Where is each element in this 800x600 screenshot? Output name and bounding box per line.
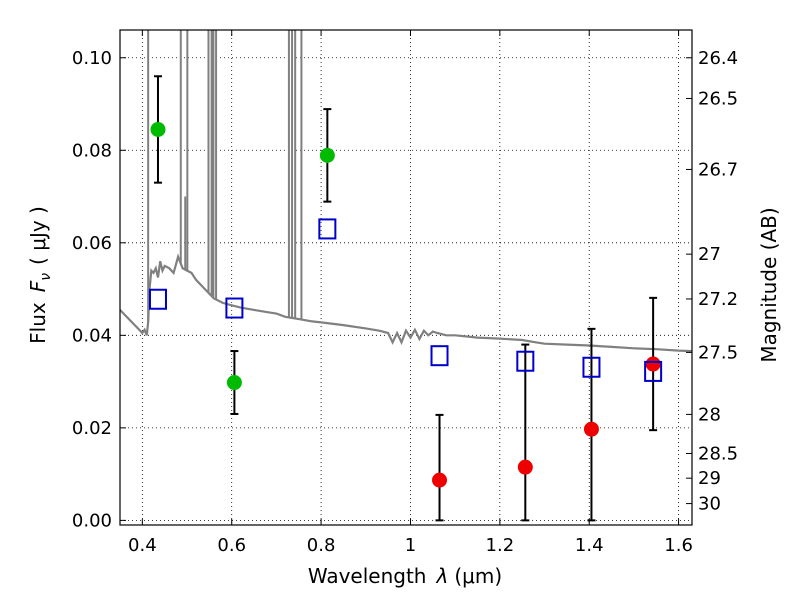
x-tick-label: 1.6 [664, 535, 693, 556]
y2-tick-label: 29 [698, 468, 721, 489]
y2-tick-label: 26.7 [698, 159, 738, 180]
plot-frame [119, 29, 693, 526]
y2-tick-label: 26.4 [698, 48, 738, 69]
red-data-point [517, 459, 533, 475]
y-tick-label: 0.10 [72, 48, 112, 69]
y-tick-label: 0.00 [72, 510, 112, 531]
x-axis-label-symbol: λ [436, 564, 449, 588]
x-tick-label: 0.8 [307, 535, 336, 556]
red-data-point [583, 421, 599, 437]
x-tick-label: 1.4 [575, 535, 604, 556]
x-axis-label-text: Wavelength [308, 564, 427, 588]
y2-tick-label: 28 [698, 404, 721, 425]
model-spectrum [119, 30, 693, 353]
green-data-point [319, 147, 335, 163]
model-continuum [119, 253, 693, 353]
y2-axis-label: Magnitude (AB) [757, 207, 781, 362]
model-synthetic-point [148, 288, 167, 310]
y-axis-label-subscript: ν [38, 273, 54, 281]
red-data-point [645, 356, 661, 372]
y2-tick-label: 28.5 [698, 444, 738, 465]
y-tick-label: 0.08 [72, 140, 112, 161]
x-tick-label: 0.6 [217, 535, 246, 556]
green-data-point [150, 121, 166, 137]
model-synthetic-point [318, 218, 337, 240]
y2-tick-label: 27 [698, 244, 721, 265]
y2-tick-label: 30 [698, 494, 721, 515]
axis-ticks: 0.4 0.6 0.8 1 1.2 1.4 1.6 0.00 0.02 0.04 0.06 0.08 0… [72, 30, 738, 556]
y-tick-label: 0.04 [72, 325, 112, 346]
green-data-point [226, 375, 242, 391]
model-synthetic-point [582, 356, 601, 378]
data-points [148, 75, 663, 522]
y-tick-label: 0.06 [72, 233, 112, 254]
x-tick-label: 1 [405, 535, 416, 556]
model-synthetic-point [225, 297, 244, 319]
model-synthetic-point [430, 345, 449, 367]
y2-tick-label: 27.5 [698, 342, 738, 363]
y-axis-label-text: Flux [26, 302, 50, 344]
red-data-point [432, 472, 448, 488]
x-axis-label: Wavelength λ (μm) [308, 564, 502, 588]
y-axis-label-symbol: F [26, 280, 50, 292]
y-tick-label: 0.02 [72, 418, 112, 439]
y-axis-label-unit: ( μJy ) [26, 206, 50, 265]
model-synthetic-point [516, 350, 535, 372]
x-axis-label-unit: (μm) [454, 564, 502, 588]
model-synthetic-point [644, 360, 663, 382]
y-axis-label: Flux Fν ( μJy ) [26, 206, 54, 344]
y2-tick-label: 27.2 [698, 289, 738, 310]
x-tick-label: 0.4 [128, 535, 157, 556]
y2-tick-label: 26.5 [698, 88, 738, 109]
x-tick-label: 1.2 [486, 535, 515, 556]
